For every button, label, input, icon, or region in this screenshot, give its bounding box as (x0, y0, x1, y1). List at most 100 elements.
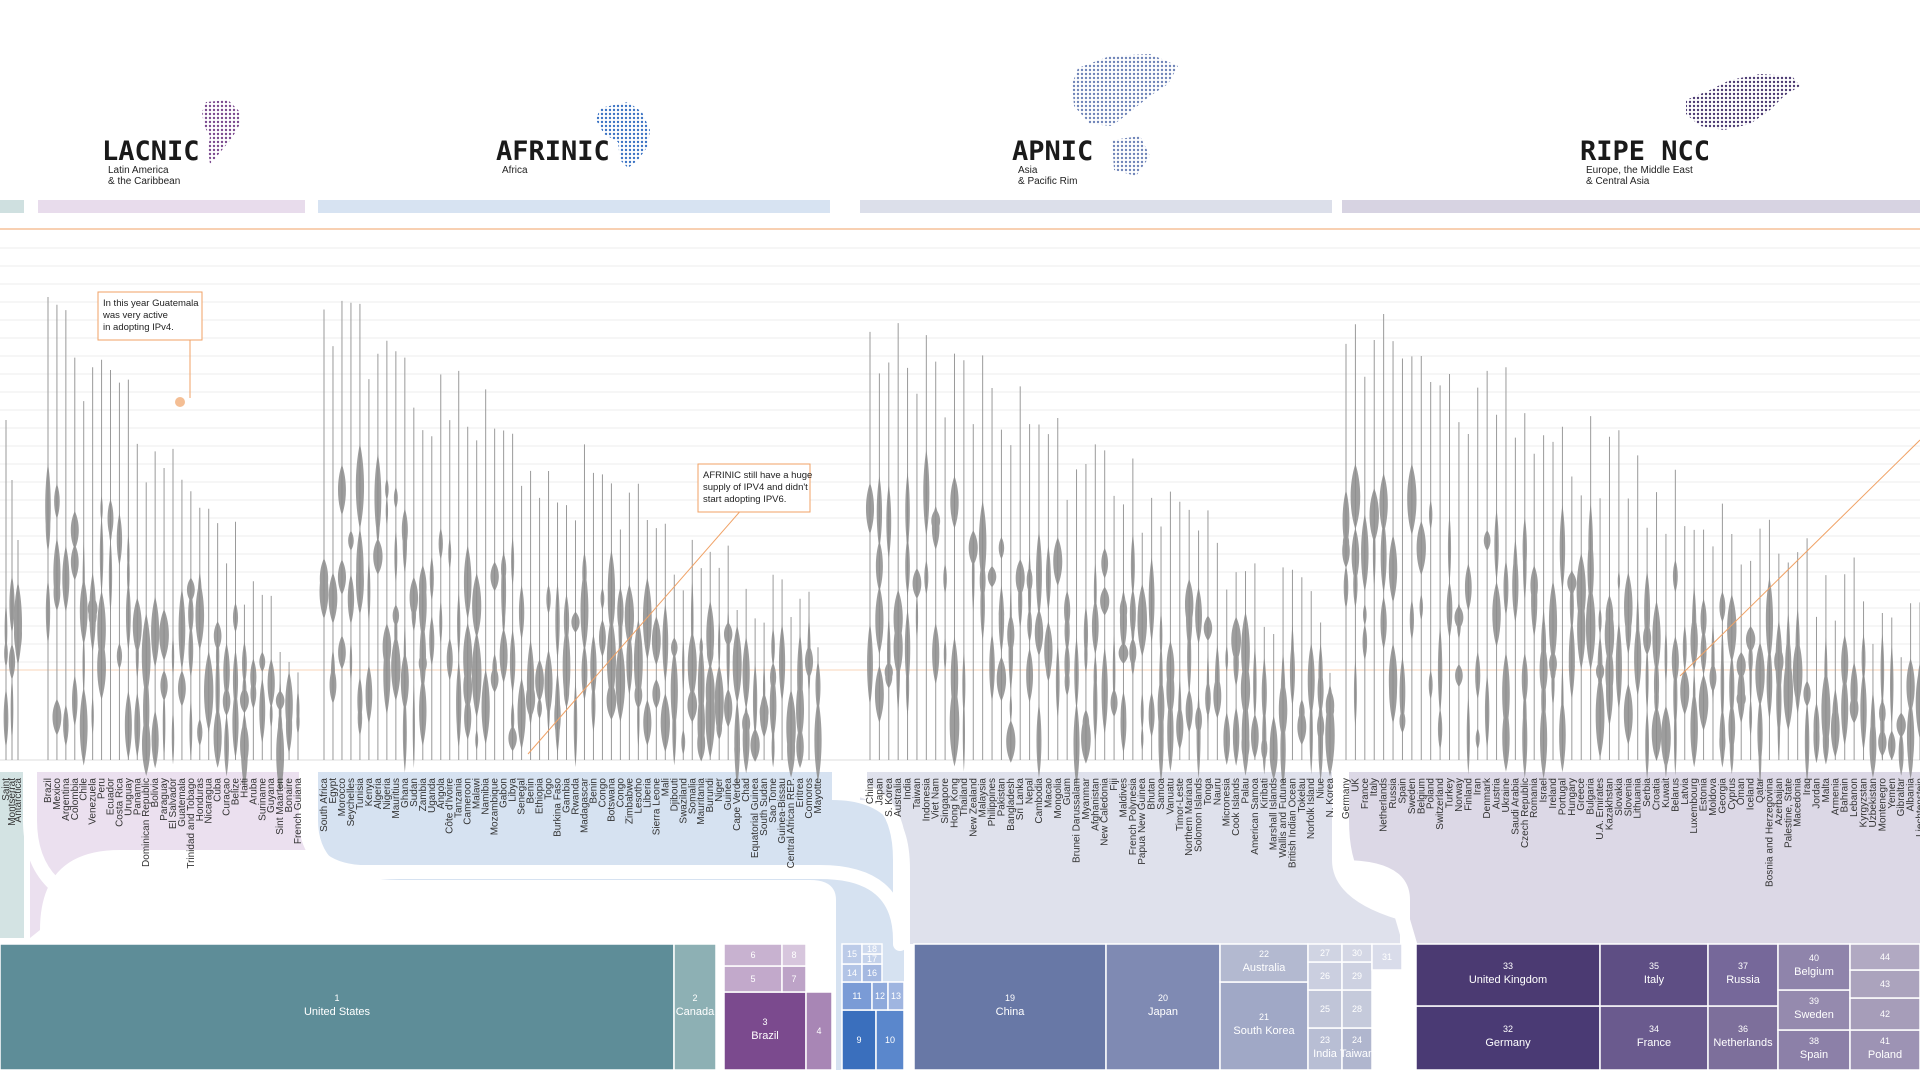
country-label: Liechtenstein (1915, 778, 1920, 837)
region-bar-apnic (860, 200, 1332, 213)
violin-lacnic (222, 563, 231, 777)
country-label: Cape Verde (732, 778, 743, 831)
country-label: Czech Republic (1520, 778, 1531, 848)
violin-apnic (1034, 424, 1044, 778)
country-label: Botswana (606, 778, 617, 822)
violin-lacnic (132, 443, 142, 760)
region-header-afrinic: AFRINIC Africa (496, 102, 650, 176)
violin-ripe (1548, 441, 1558, 760)
treemap-tile-apnic: 29 (1341, 961, 1373, 991)
band-divider (853, 765, 907, 951)
violin-ripe (1595, 498, 1605, 760)
violin-apnic (1064, 499, 1071, 760)
violin-ripe (1475, 387, 1481, 760)
tile-rank: 5 (750, 974, 755, 984)
country-label: Gambia (562, 778, 573, 813)
country-label: Azerbaijan (1774, 778, 1785, 825)
country-label: Fiji (1109, 778, 1120, 791)
violin-lacnic (141, 482, 151, 777)
africa-dot-map-icon (596, 102, 650, 168)
country-label: Mozambique (490, 778, 501, 836)
treemap-tile-apnic: 22 Australia (1219, 943, 1309, 983)
treemap-tile-apnic: 24 Taiwan (1340, 1027, 1374, 1071)
violin-lacnic (259, 594, 266, 760)
country-label: Nigeria (382, 778, 393, 810)
country-label: Suriname (257, 778, 268, 821)
violin-apnic (931, 361, 941, 760)
country-label: Ghana (400, 778, 411, 808)
violin-ripe (1727, 533, 1737, 775)
band-divider (23, 765, 723, 947)
violin-apnic (1053, 418, 1063, 760)
treemap-tile-ripe: 37 Russia (1707, 943, 1779, 1007)
violin-apnic (1297, 577, 1307, 760)
country-label: Spain (1397, 778, 1408, 804)
tile-country: Poland (1868, 1049, 1902, 1061)
violin-afrinic (681, 590, 686, 760)
europe-dot-map-icon (1686, 74, 1800, 130)
treemap-tile-afrinic: 15 (841, 943, 863, 965)
tile-rank: 1 (334, 993, 339, 1003)
country-label: Niger (714, 777, 725, 802)
violin-ripe (1576, 495, 1586, 760)
violin-afrinic (571, 520, 580, 768)
country-label: Saint (1, 778, 12, 801)
treemap: 1 United States 2 Canada 3 Brazil 4 5 6 7 8 9 10 11 12… (0, 943, 1920, 1071)
country-label: Indonesia (921, 778, 932, 822)
violin-apnic (1100, 450, 1110, 760)
country-label: Sudan (409, 778, 420, 807)
violin-afrinic (438, 374, 443, 760)
country-label: Cameroon (463, 778, 474, 825)
country-label: Brunei Darussalam (1072, 778, 1083, 863)
treemap-tile-ripe: 35 Italy (1599, 943, 1709, 1007)
treemap-tile-apnic: 25 (1307, 989, 1343, 1029)
violin-afrinic (535, 497, 544, 760)
treemap-tile-ripe: 39 Sweden (1777, 989, 1851, 1031)
violin-afrinic (373, 353, 383, 760)
country-label: Italy (1369, 778, 1380, 796)
country-label: Chile (79, 778, 90, 801)
tile-rank: 7 (791, 974, 796, 984)
violin-apnic (1026, 424, 1034, 760)
country-label: Benin (588, 778, 599, 804)
country-label: Curaçao (222, 778, 233, 816)
country-label: Burundi (705, 778, 716, 812)
violin-ripe (1765, 519, 1774, 760)
region-bars (0, 200, 1920, 213)
country-label: Congo (597, 778, 608, 808)
tile-rank: 9 (856, 1035, 861, 1045)
country-label: Philippines (987, 778, 998, 826)
violin-apnic (1261, 626, 1268, 775)
country-label: Sao Tome (768, 778, 779, 823)
violin-lacnic (62, 310, 70, 760)
asia-pacific-dot-map-icon (1072, 54, 1178, 176)
violin-ripe (1651, 492, 1662, 762)
violin-afrinic (670, 574, 678, 766)
violin-apnic (884, 362, 893, 760)
country-label: Côte d'Ivoire (445, 778, 456, 834)
violin-afrinic (337, 300, 347, 760)
violin-ripe (1830, 620, 1840, 760)
country-label: Tokelau (1297, 778, 1308, 812)
region-subtitle: Europe, the Middle East (1586, 165, 1693, 176)
country-label: Mauritania (696, 778, 707, 825)
tile-rank: 33 (1503, 961, 1513, 971)
country-label: Samoa (1156, 778, 1167, 810)
violin-apnic (1278, 567, 1288, 788)
region-subtitle: & Central Asia (1586, 176, 1650, 187)
tile-rank: 10 (885, 1035, 895, 1045)
region-subtitle: Asia (1018, 165, 1038, 176)
violin-lacnic (124, 379, 132, 760)
treemap-tile-ripe: 36 Netherlands (1707, 1005, 1779, 1071)
violin-ripe (1342, 343, 1350, 760)
country-label: Bhutan (1147, 778, 1158, 810)
violin-afrinic (660, 523, 670, 760)
country-label: Guyana (266, 778, 277, 813)
country-label: Saudi Arabia (1510, 778, 1521, 835)
tile-rank: 23 (1320, 1035, 1330, 1045)
tile-rank: 19 (1005, 993, 1015, 1003)
violin-afrinic (355, 303, 365, 760)
country-label: Colombia (70, 778, 81, 821)
violin-ripe (1878, 612, 1887, 762)
